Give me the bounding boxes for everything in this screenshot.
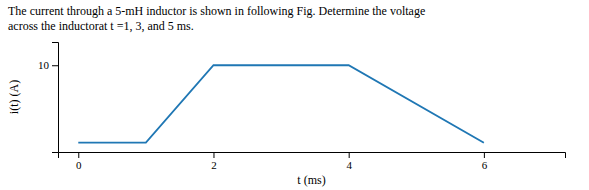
plot: 0 2 4 6 10 (38, 43, 566, 171)
subtitle: across the inductorat t =1, 3, and 5 ms. (8, 19, 194, 33)
x-axis: 0 2 4 6 (59, 152, 566, 171)
y-axis-line (52, 43, 59, 153)
title: The current through a 5-mH inductor is s… (8, 4, 425, 18)
x-axis-line (59, 153, 566, 159)
x-tick-mark (78, 152, 79, 158)
x-axis-label: t (ms) (297, 173, 325, 187)
x-tick: 4 (346, 152, 352, 171)
marks (78, 65, 484, 142)
y-axis: 10 (38, 43, 59, 153)
y-tick: 10 (38, 59, 58, 71)
y-tick-mark (52, 65, 58, 66)
chart: The current through a 5-mH inductor is s… (0, 0, 589, 190)
x-tick: 0 (76, 152, 82, 171)
x-tick: 2 (211, 152, 217, 171)
x-tick-label: 0 (76, 159, 82, 171)
x-tick-label: 2 (211, 159, 217, 171)
x-tick-mark (349, 152, 350, 158)
line (78, 65, 484, 142)
x-tick: 6 (482, 152, 488, 171)
y-axis-label: i(t) (A) (7, 80, 21, 114)
y-tick-label: 10 (38, 59, 50, 71)
x-tick-mark (213, 152, 214, 158)
x-tick-label: 4 (346, 159, 352, 171)
x-tick-label: 6 (482, 159, 488, 171)
x-tick-mark (484, 152, 485, 158)
